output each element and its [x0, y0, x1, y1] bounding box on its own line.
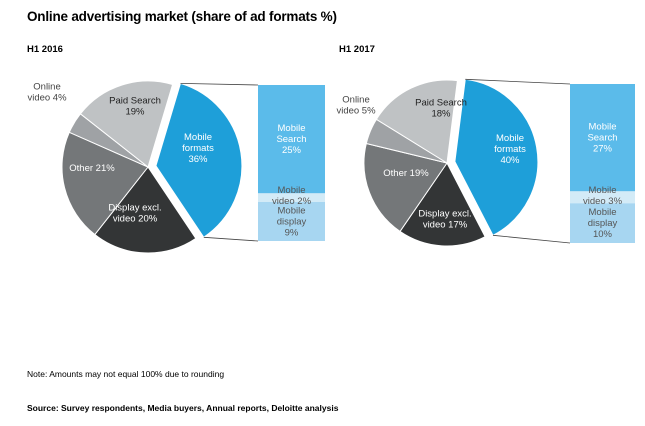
slice-label-display: Display excl. video 20% [108, 203, 161, 225]
connector-line-top [465, 78, 571, 85]
slice-label-other: Other 21% [69, 163, 115, 174]
chart-title: Online advertising market (share of ad f… [27, 9, 337, 24]
slice-label-online-video: Online video 4% [27, 82, 67, 104]
breakdown-segment-mobile-display [258, 202, 325, 241]
breakdown-segment-mobile-video [570, 191, 635, 204]
pie-slice-paid-search [375, 79, 458, 164]
pie-slice-other [363, 142, 448, 233]
breakdown-segment-mobile-search [570, 84, 635, 192]
source-line: Source: Survey respondents, Media buyers… [27, 403, 339, 413]
breakdown-label-mobile-display: Mobile display 10% [588, 207, 618, 240]
breakdown-label-mobile-display: Mobile display 9% [277, 206, 307, 239]
connector-line-top [180, 83, 259, 86]
connector-line-bottom [492, 234, 571, 244]
pie-slice-paid-search [79, 80, 174, 168]
slice-label-paid-search: Paid Search 19% [109, 96, 161, 118]
slice-label-mobile-formats: Mobile formats 36% [182, 132, 214, 165]
connector-line-bottom [203, 236, 259, 242]
pie-slice-mobile-formats [454, 78, 539, 237]
pie-slice-mobile-formats [155, 82, 243, 238]
breakdown-segment-mobile-search [258, 85, 325, 194]
slice-label-paid-search: Paid Search 18% [415, 98, 467, 120]
breakdown-label-mobile-search: Mobile Search 27% [587, 122, 617, 155]
breakdown-segment-mobile-video [258, 193, 325, 202]
breakdown-label-mobile-video: Mobile video 3% [583, 185, 623, 207]
footnote: Note: Amounts may not equal 100% due to … [27, 369, 225, 379]
pie-panel-h1-2017: Mobile formats 40% Display excl. video 17% Ot… [336, 78, 635, 247]
pie-panel-h1-2016: Mobile formats 36% Display excl. video 20% Ot… [27, 80, 325, 254]
breakdown-label-mobile-search: Mobile Search 25% [276, 123, 306, 156]
pie-slice-display [94, 166, 197, 254]
panel-title-2016: H1 2016 [27, 44, 63, 55]
pie-slice-display [399, 162, 486, 247]
slice-label-display: Display excl. video 17% [418, 209, 471, 231]
panel-title-2017: H1 2017 [339, 44, 375, 55]
breakdown-segment-mobile-display [570, 203, 635, 243]
slice-label-other: Other 19% [383, 168, 429, 179]
slice-label-online-video: Online video 5% [336, 95, 376, 117]
slice-label-mobile-formats: Mobile formats 40% [494, 133, 526, 166]
breakdown-label-mobile-video: Mobile video 2% [272, 185, 312, 207]
